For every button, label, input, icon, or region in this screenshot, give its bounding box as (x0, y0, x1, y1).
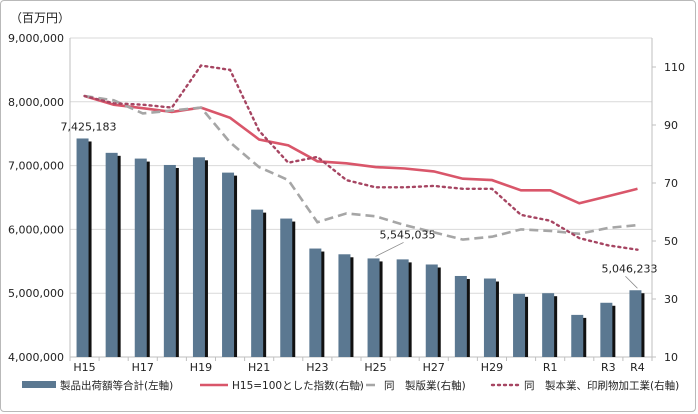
series-line-dashed (84, 94, 638, 241)
bar (280, 218, 293, 357)
x-tick-label: H25 (364, 361, 386, 374)
y-tick-label-left: 9,000,000 (8, 32, 64, 45)
y-tick-label-right: 110 (664, 61, 685, 74)
legend-swatch-bar (22, 381, 56, 388)
bar (163, 164, 176, 357)
data-label: 5,545,035 (380, 228, 436, 241)
y-tick-label-right: 70 (664, 177, 678, 190)
bar (571, 314, 584, 357)
bar (367, 258, 380, 357)
bar (629, 290, 642, 357)
y-tick-label-left: 5,000,000 (8, 287, 64, 300)
bar (454, 275, 467, 357)
legend-label: 製品出荷額等合計(左軸) (60, 379, 173, 392)
bar (513, 293, 526, 357)
bar (76, 138, 89, 357)
y-tick-label-right: 50 (664, 235, 678, 248)
series-line-solid (84, 94, 638, 205)
bar (396, 259, 409, 357)
x-tick-label: R4 (630, 361, 645, 374)
series-line-dotted (83, 64, 639, 251)
data-label: 5,046,233 (601, 262, 657, 275)
bar (222, 172, 235, 357)
x-tick-label: R3 (601, 361, 616, 374)
y-tick-label-left: 4,000,000 (8, 351, 64, 364)
bar (105, 152, 118, 357)
y-tick-label-right: 30 (664, 293, 678, 306)
bar (134, 158, 147, 357)
bar (425, 264, 438, 357)
x-tick-label: H17 (132, 361, 154, 374)
bar (338, 254, 351, 357)
x-tick-label: H15 (73, 361, 95, 374)
y-tick-label-right: 90 (664, 119, 678, 132)
y-tick-label-right: 10 (664, 351, 678, 364)
legend-label: 同 製版業(右軸) (384, 379, 466, 392)
x-tick-label: H23 (306, 361, 328, 374)
bar (251, 209, 264, 357)
data-label-leader (625, 275, 638, 289)
data-label: 7,425,183 (61, 120, 117, 133)
bar (192, 157, 205, 357)
data-label-leader (375, 242, 404, 257)
unit-label: （百万円） (10, 11, 71, 25)
x-tick-label: H29 (481, 361, 503, 374)
legend-label: H15=100とした指数(右軸) (232, 379, 364, 392)
legend-label: 同 製本業、印刷物加工業(右軸) (524, 379, 679, 392)
y-tick-label-left: 8,000,000 (8, 96, 64, 109)
y-tick-label-left: 7,000,000 (8, 160, 64, 173)
x-tick-label: H19 (190, 361, 212, 374)
y-tick-label-left: 6,000,000 (8, 223, 64, 236)
bar (542, 293, 555, 357)
bar (483, 278, 496, 357)
x-tick-label: H21 (248, 361, 270, 374)
bar (600, 302, 613, 357)
x-tick-label: H27 (423, 361, 445, 374)
bar (309, 248, 322, 357)
x-tick-label: R1 (543, 361, 558, 374)
